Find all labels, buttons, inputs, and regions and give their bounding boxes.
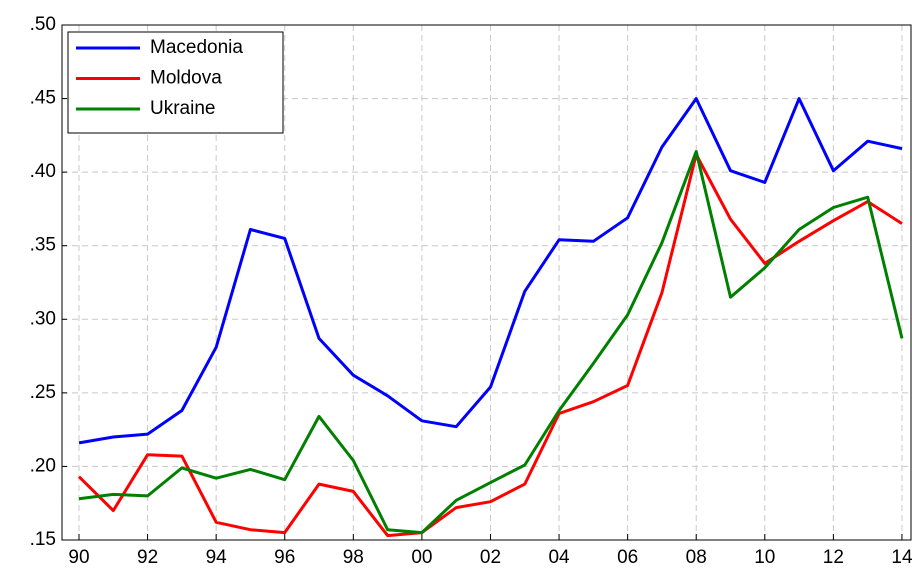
x-tick-label: 92 [137, 547, 158, 568]
y-tick-label: .20 [30, 455, 56, 476]
x-tick-label: 14 [891, 547, 912, 568]
y-tick-label: .30 [30, 308, 56, 329]
series-line [78, 150, 904, 535]
legend-label: Ukraine [150, 98, 215, 119]
x-tick-label: 90 [68, 547, 89, 568]
y-tick-label: .15 [30, 529, 56, 550]
y-tick-label: .45 [30, 88, 56, 109]
x-tick-label: 94 [206, 547, 228, 568]
x-tick-label: 06 [617, 547, 638, 568]
series-line [78, 97, 903, 445]
x-tick-label: 12 [823, 547, 844, 568]
plot-frame [61, 24, 912, 541]
x-tick-label: 10 [754, 547, 775, 568]
y-tick-label: .25 [30, 382, 56, 403]
legend-label: Macedonia [150, 37, 243, 58]
series-line [77, 153, 903, 538]
legend-label: Moldova [150, 68, 222, 89]
x-tick-label: 02 [480, 547, 501, 568]
y-tick-label: .35 [30, 235, 56, 256]
y-tick-label: .40 [30, 161, 56, 182]
y-tick-label: .50 [30, 14, 56, 35]
x-tick-label: 08 [686, 547, 707, 568]
x-tick-label: 98 [343, 547, 364, 568]
x-tick-label: 00 [411, 547, 432, 568]
x-tick-label: 96 [274, 547, 295, 568]
x-tick-label: 04 [548, 547, 570, 568]
